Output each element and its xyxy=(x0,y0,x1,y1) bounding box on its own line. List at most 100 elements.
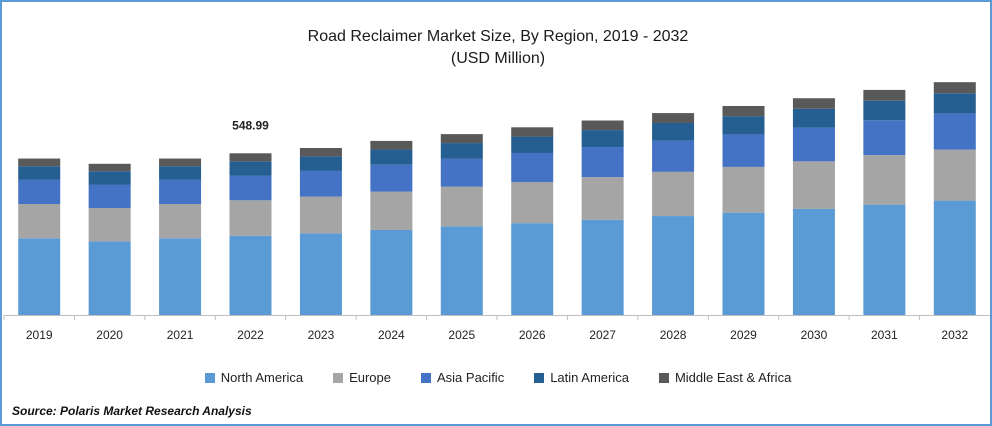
bar-segment xyxy=(652,122,695,141)
bar-segment xyxy=(88,171,131,185)
bar-segment xyxy=(159,238,202,315)
bar-segment xyxy=(652,113,695,123)
legend-item: Asia Pacific xyxy=(421,370,504,385)
bar-segment xyxy=(792,108,835,128)
bar-segment xyxy=(581,120,624,131)
x-tick-label: 2020 xyxy=(96,328,123,342)
legend-swatch xyxy=(534,372,545,383)
bar-segment xyxy=(88,208,131,242)
bar-segment xyxy=(159,179,202,204)
bar-segment xyxy=(722,166,765,213)
bar-segment xyxy=(88,184,131,209)
bar-segment xyxy=(370,164,413,192)
bar-segment xyxy=(440,158,483,187)
bar-segment xyxy=(652,171,695,217)
bar-segment xyxy=(581,147,624,178)
bar-segment xyxy=(159,166,202,180)
bar-segment xyxy=(511,152,554,183)
x-tick-label: 2027 xyxy=(589,328,616,342)
bar-segment xyxy=(863,120,906,156)
x-tick-label: 2021 xyxy=(167,328,194,342)
chart-title: Road Reclaimer Market Size, By Region, 2… xyxy=(307,28,689,45)
x-tick-label: 2028 xyxy=(660,328,687,342)
bar-segment xyxy=(440,186,483,227)
x-tick-label: 2023 xyxy=(308,328,335,342)
x-tick-label: 2022 xyxy=(237,328,264,342)
legend-swatch xyxy=(421,372,431,383)
chart-subtitle: (USD Million) xyxy=(450,50,546,67)
legend-item: Middle East & Africa xyxy=(658,370,792,385)
bar-segment xyxy=(933,200,976,315)
bar-segment xyxy=(581,219,624,315)
bar-segment xyxy=(933,113,976,150)
bar-segment xyxy=(299,233,342,315)
bar-segment xyxy=(299,196,342,234)
legend-item: Europe xyxy=(333,370,391,385)
bar-segment xyxy=(581,177,624,220)
bar-segment xyxy=(440,134,483,144)
x-tick-label: 2032 xyxy=(941,328,968,342)
bar-segment xyxy=(933,149,976,201)
bar-segment xyxy=(159,203,202,239)
bar-segment xyxy=(511,182,554,224)
bar-segment xyxy=(722,105,765,117)
bar-segment xyxy=(652,216,695,315)
legend-item: North America xyxy=(204,370,304,385)
bar-segment xyxy=(722,116,765,135)
x-tick-label: 2024 xyxy=(378,328,405,342)
legend-swatch xyxy=(204,372,215,383)
bar-segment xyxy=(299,148,342,157)
bar-segment xyxy=(722,134,765,167)
bar-segment xyxy=(299,170,342,197)
bar-segment xyxy=(370,149,413,165)
bar-segment xyxy=(229,153,272,162)
x-tick-label: 2025 xyxy=(448,328,475,342)
bar-segment xyxy=(933,82,976,94)
legend-label: Latin America xyxy=(550,370,629,385)
bar-segment xyxy=(792,208,835,315)
bar-segment xyxy=(581,130,624,148)
bar-segment xyxy=(863,100,906,121)
bar-segment xyxy=(792,98,835,109)
legend-label: Asia Pacific xyxy=(437,370,505,385)
bar-segment xyxy=(370,140,413,150)
data-label: 548.99 xyxy=(232,118,269,132)
x-tick-label: 2019 xyxy=(26,328,53,342)
legend-label: Europe xyxy=(349,370,391,385)
stacked-bar-chart: 2019 2020 2021 2022 548.99 2023 2024 2025 2026 20… xyxy=(3,82,990,342)
x-tick-label: 2031 xyxy=(871,328,898,342)
source-note: Source: Polaris Market Research Analysis xyxy=(12,404,252,418)
bar-segment xyxy=(18,158,61,167)
bar-segment xyxy=(652,140,695,172)
bar-segment xyxy=(792,161,835,209)
x-tick-label: 2029 xyxy=(730,328,757,342)
bar-segment xyxy=(722,212,765,315)
bar-segment xyxy=(863,155,906,205)
bar-segment xyxy=(440,143,483,159)
bar-segment xyxy=(440,226,483,315)
bar-segment xyxy=(299,156,342,171)
legend: North America Europe Asia Pacific Latin Ame… xyxy=(2,370,992,385)
bar-segment xyxy=(863,89,906,101)
bar-segment xyxy=(511,136,554,153)
bar-segment xyxy=(511,223,554,315)
bar-segment xyxy=(159,158,202,167)
bar-segment xyxy=(229,200,272,236)
bar-segment xyxy=(229,175,272,201)
bar-segment xyxy=(18,238,61,315)
bar-segment xyxy=(18,179,61,204)
legend-swatch xyxy=(333,372,344,383)
bar-segment xyxy=(370,229,413,315)
bar-segment xyxy=(511,127,554,137)
legend-label: Middle East & Africa xyxy=(674,370,792,385)
legend-label: North America xyxy=(220,370,304,385)
bar-segment xyxy=(18,203,61,239)
legend-swatch xyxy=(658,372,669,383)
legend-item: Latin America xyxy=(534,370,629,385)
bar-segment xyxy=(933,93,976,114)
bar-segment xyxy=(229,235,272,315)
bar-segment xyxy=(370,191,413,230)
bar-segment xyxy=(18,166,61,180)
x-tick-label: 2030 xyxy=(801,328,828,342)
